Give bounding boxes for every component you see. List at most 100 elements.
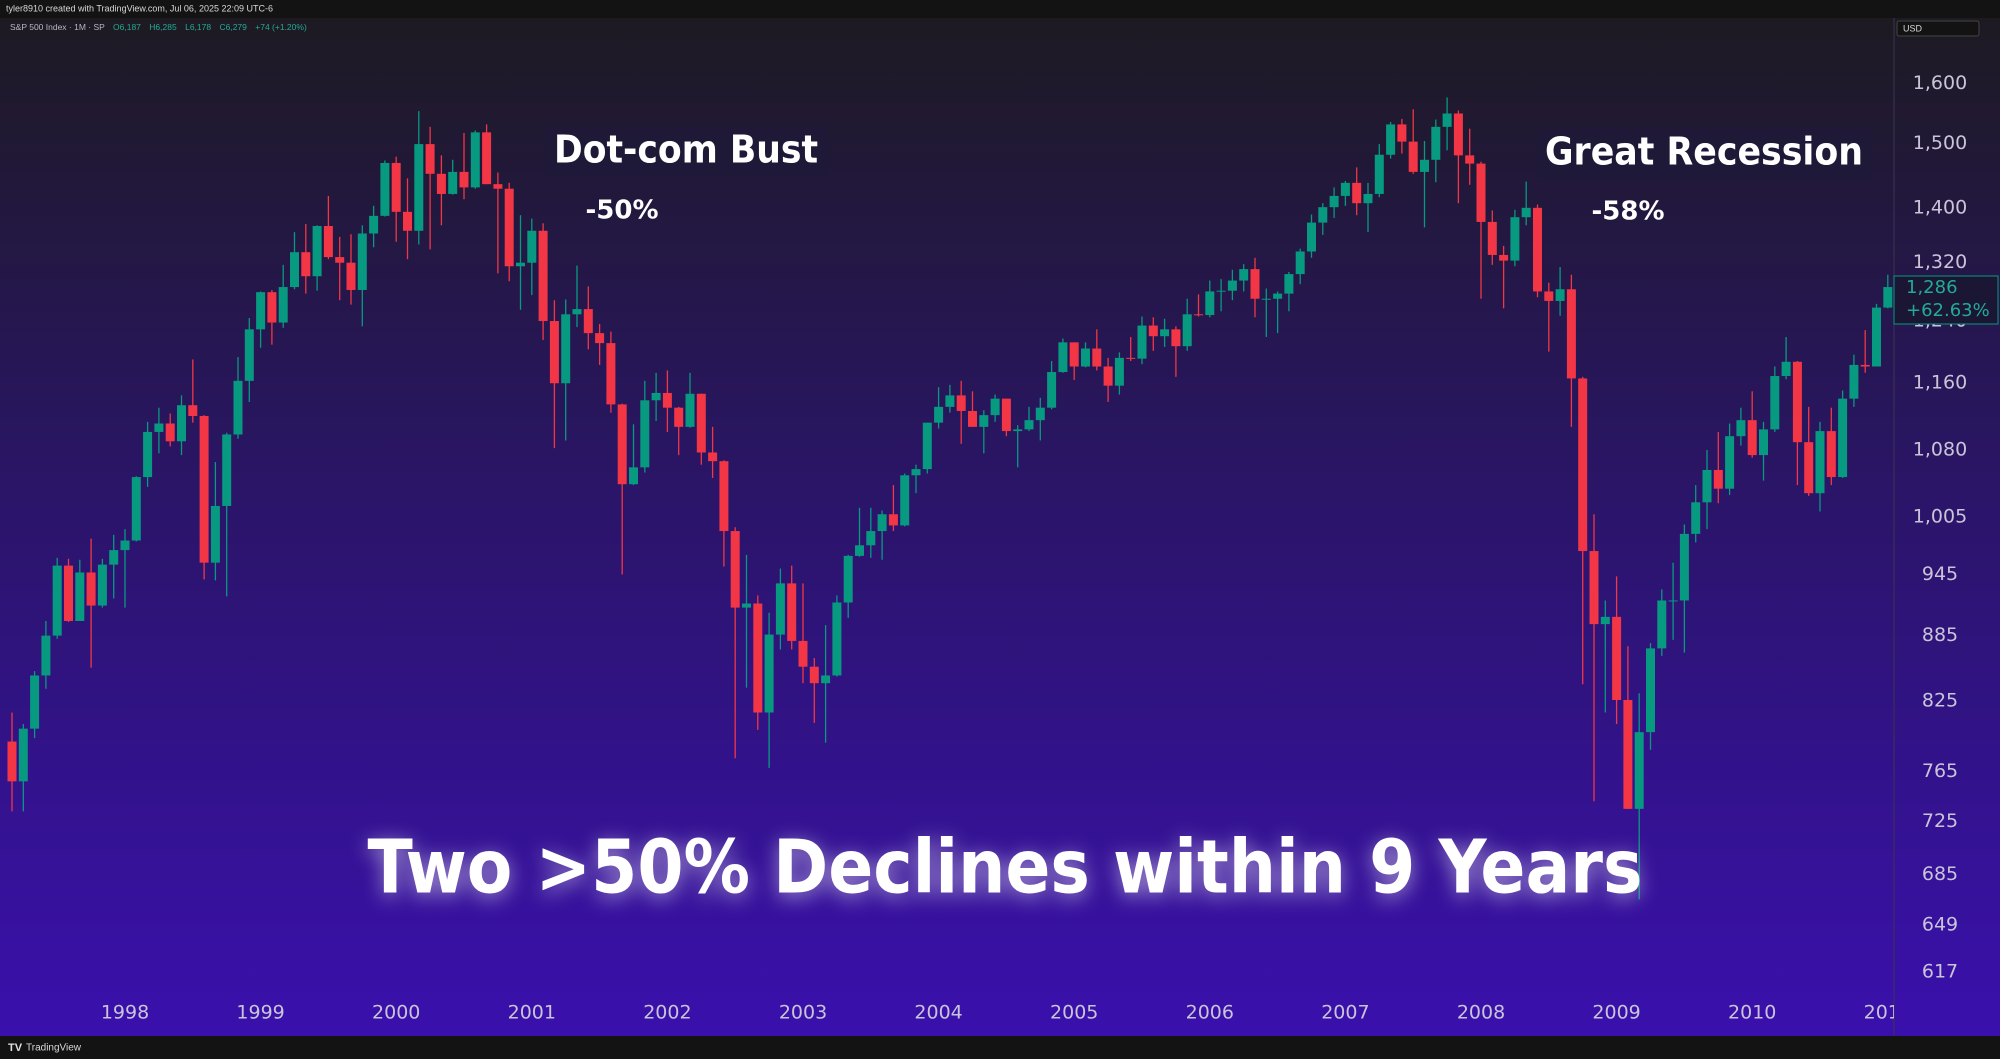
candle-body <box>708 452 718 462</box>
candle-body <box>1883 287 1893 308</box>
candle-body <box>1137 325 1147 359</box>
candle-body <box>561 314 571 384</box>
candle-body <box>109 550 119 565</box>
y-tick-label: 945 <box>1922 563 1958 585</box>
annotation-box <box>1537 128 1872 178</box>
candle-body <box>549 321 559 384</box>
candle-body <box>742 603 751 608</box>
candle-body <box>1510 217 1520 261</box>
candle-body <box>1352 182 1362 204</box>
change-percent: +62.63% <box>1906 300 1990 321</box>
candle-body <box>538 230 548 322</box>
candle-body <box>380 162 390 216</box>
plot-background <box>0 18 2000 1036</box>
candle-body <box>1781 361 1791 377</box>
candle-body <box>86 572 96 606</box>
candle-body <box>1521 207 1531 218</box>
legend-open: O6,187 <box>113 22 141 32</box>
candle-body <box>233 380 243 435</box>
candle-body <box>1261 298 1271 300</box>
candle-body <box>1318 207 1328 223</box>
candle-body <box>1713 469 1723 489</box>
candle-body <box>199 415 209 563</box>
y-tick-label: 1,160 <box>1913 372 1967 394</box>
candle-body <box>1001 398 1011 432</box>
currency[interactable]: USD <box>1903 23 1923 33</box>
candle-body <box>1770 376 1780 430</box>
candle-body <box>244 329 254 381</box>
candle-body <box>1250 269 1260 299</box>
candle-body <box>1194 314 1203 316</box>
candle-body <box>527 230 537 263</box>
candle-body <box>1307 222 1316 252</box>
y-tick-label: 885 <box>1922 624 1958 646</box>
currency-box[interactable] <box>1896 20 1980 37</box>
footer-brand[interactable]: TradingView <box>26 1043 82 1054</box>
y-tick-label: 1,600 <box>1913 72 1967 94</box>
y-tick-label: 1,080 <box>1913 438 1967 460</box>
candle-body <box>1747 420 1757 456</box>
annotation: Great Recession <box>1545 130 1863 174</box>
candle-body <box>369 215 379 234</box>
candle-body <box>1227 280 1237 291</box>
candle-body <box>222 434 232 506</box>
candle-body <box>1092 348 1102 367</box>
x-tick-label: 2005 <box>1050 1002 1098 1024</box>
candle-body <box>459 171 469 188</box>
candle-body <box>1340 182 1350 196</box>
candle-body <box>143 431 153 478</box>
candle-body <box>1148 325 1158 337</box>
candle-body <box>1657 600 1667 649</box>
candle-body <box>1431 126 1441 160</box>
chart-title: Two >50% Declines within 9 Years <box>368 825 1643 911</box>
candle-body <box>1386 124 1396 155</box>
annotation: -50% <box>585 196 658 226</box>
candle-body <box>323 226 333 258</box>
x-tick-label: 2003 <box>779 1002 827 1024</box>
candle-body <box>1544 291 1554 301</box>
candle-body <box>1374 154 1384 194</box>
candle-body <box>1533 207 1542 292</box>
candle-body <box>1487 221 1497 255</box>
candle-body <box>572 309 582 315</box>
candle-body <box>945 395 955 407</box>
y-tick-label: 725 <box>1922 810 1958 832</box>
candle-body <box>662 392 672 408</box>
candle-body <box>301 252 311 277</box>
candle-body <box>278 287 288 323</box>
candle-body <box>1126 357 1136 359</box>
y-tick-label: 1,005 <box>1913 506 1967 528</box>
x-axis: 1998 1999 2000 2001 2002 2003 2004 2005 2006 2007… <box>101 1002 1894 1024</box>
candle-body <box>1035 407 1045 421</box>
candle-body <box>1024 420 1034 430</box>
candle-body <box>436 173 446 194</box>
candle-body <box>1442 113 1452 127</box>
title-shadow: Two >50% Declines within 9 Years <box>368 829 1643 915</box>
candle-body <box>346 262 356 290</box>
candle-body <box>1691 502 1701 534</box>
y-tick-label: 825 <box>1922 690 1958 712</box>
annotation-box <box>546 126 827 176</box>
candles <box>7 97 1893 900</box>
candle-body <box>403 211 412 231</box>
candle-body <box>210 505 220 563</box>
candle-body <box>154 423 164 432</box>
candle-body <box>900 475 910 526</box>
x-tick-label: 2009 <box>1592 1002 1640 1024</box>
candle-body <box>1623 699 1633 809</box>
legend-high: H6,285 <box>149 22 177 32</box>
candle-body <box>7 741 17 782</box>
annotation: -58% <box>1591 197 1664 227</box>
candle-body <box>651 392 661 401</box>
candle-body <box>448 171 458 194</box>
candle-body <box>1792 361 1802 443</box>
candle-body <box>832 602 842 676</box>
candle-body <box>866 531 876 546</box>
candle-body <box>990 398 1000 416</box>
candle-body <box>583 309 593 334</box>
candle-body <box>41 635 51 676</box>
candle-body <box>1273 293 1283 299</box>
candle-body <box>131 477 141 541</box>
candle-body <box>165 423 175 442</box>
